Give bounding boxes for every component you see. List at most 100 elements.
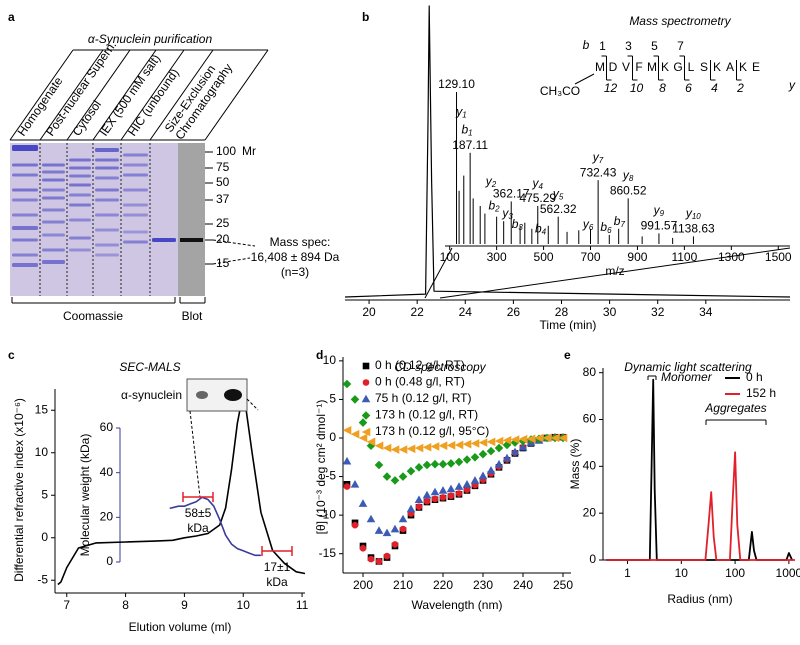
data-point (358, 418, 368, 427)
x-tick-label: 30 (603, 305, 617, 319)
x-tick-label: 24 (459, 305, 473, 319)
dashed-link (189, 410, 201, 498)
data-point (439, 494, 447, 501)
ion-letter: b (600, 220, 607, 234)
data-point (446, 484, 456, 493)
gel-band (12, 263, 38, 267)
ion-letter: y (455, 104, 463, 118)
y-index: 8 (659, 81, 666, 95)
data-point (486, 466, 496, 474)
data-point (382, 528, 392, 537)
x-tick-label: 300 (487, 250, 507, 264)
ion-label: y8 (622, 168, 634, 183)
data-point (526, 434, 536, 444)
residue: K (713, 60, 721, 74)
ion-index: 2 (491, 180, 497, 189)
data-point (390, 476, 400, 485)
legend-marker (362, 379, 370, 386)
data-point (406, 466, 416, 476)
ion-letter: b (461, 123, 468, 137)
dashed-link (212, 257, 251, 265)
panel-letter: d (316, 348, 323, 362)
ion-letter: y (552, 187, 560, 201)
data-point (423, 497, 431, 505)
y-tick-label: 20 (583, 505, 597, 519)
n-terminus: CH₃CO (540, 84, 580, 98)
data-point (374, 441, 384, 451)
data-point (374, 460, 384, 470)
data-point (414, 443, 424, 453)
data-point (390, 445, 400, 454)
y-index: 6 (685, 81, 692, 95)
x-tick-label: 22 (410, 305, 424, 319)
gel-band (95, 213, 119, 217)
data-point (366, 441, 376, 451)
data-point (358, 499, 368, 507)
y-axis-label: Differential refractive index (x10⁻⁶) (12, 398, 26, 582)
ion-index: 4 (538, 182, 543, 191)
y-tick-label: 80 (583, 365, 597, 379)
legend-label: 152 h (746, 386, 776, 400)
x-tick-label: 11 (296, 598, 309, 612)
gel-band (95, 148, 119, 152)
residue: F (635, 60, 642, 74)
residue: G (673, 60, 682, 74)
gel-band (69, 174, 91, 178)
data-point (454, 457, 464, 467)
legend-label: 173 h (0.12 g/l, RT) (375, 408, 478, 422)
data-point (422, 442, 432, 452)
data-point (462, 439, 472, 449)
y-index: 12 (604, 81, 618, 95)
gel-band (12, 238, 38, 242)
n-term-link (574, 73, 595, 85)
data-point (431, 495, 439, 503)
marker-label: 37 (216, 192, 230, 206)
size-annotation: 17±1 (264, 560, 291, 574)
ion-letter: y (685, 206, 693, 220)
gel-band (42, 178, 65, 182)
data-point (382, 443, 392, 453)
gel-band (42, 248, 65, 252)
x-tick-label: 1100 (671, 250, 697, 264)
ion-label: b4 (535, 222, 547, 237)
gel-band (69, 218, 91, 222)
x-tick-label: 34 (699, 305, 713, 319)
ion-label: y3 (501, 206, 513, 221)
data-point (391, 541, 399, 548)
inset-x-label: m/z (605, 264, 624, 278)
y-tick-label: 60 (100, 420, 114, 434)
peak-label: 732.43 (580, 165, 617, 179)
data-point (454, 482, 464, 490)
y-axis-label: [θ] (10⁻³ deg cm² dmol⁻¹) (314, 400, 328, 535)
x-tick-label: 500 (534, 250, 554, 264)
data-point (351, 521, 359, 529)
data-point (415, 503, 423, 510)
panel-title: Dynamic light scattering (624, 360, 752, 374)
gel-band (95, 188, 119, 192)
ion-letter: y (501, 206, 509, 220)
data-point (342, 379, 352, 389)
y-tick-label: 40 (583, 459, 597, 473)
y-tick-label: 5 (329, 392, 336, 406)
data-point (558, 433, 568, 443)
header-line (149, 49, 214, 141)
peak-label: 129.10 (438, 77, 475, 91)
data-point (383, 552, 391, 560)
residue: K (661, 60, 669, 74)
western-band (196, 391, 208, 399)
gel-band (95, 158, 119, 162)
data-point (390, 524, 400, 533)
inset-link (424, 247, 453, 299)
y-tick-label: 40 (100, 465, 114, 479)
ion-letter: y (582, 217, 590, 231)
legend-label: 75 h (0.12 g/l, RT) (375, 391, 472, 405)
gel-band (69, 166, 91, 170)
y-tick-label: 10 (35, 445, 49, 459)
legend-label: 0 h (0.12 g/l, RT) (375, 358, 465, 372)
y-tick-label: -10 (319, 507, 337, 521)
x-axis-label: Time (min) (540, 318, 597, 332)
data-point (478, 438, 488, 447)
ion-index: 4 (542, 227, 547, 236)
size-annotation: kDa (187, 521, 209, 535)
ion-index: 7 (620, 220, 625, 229)
